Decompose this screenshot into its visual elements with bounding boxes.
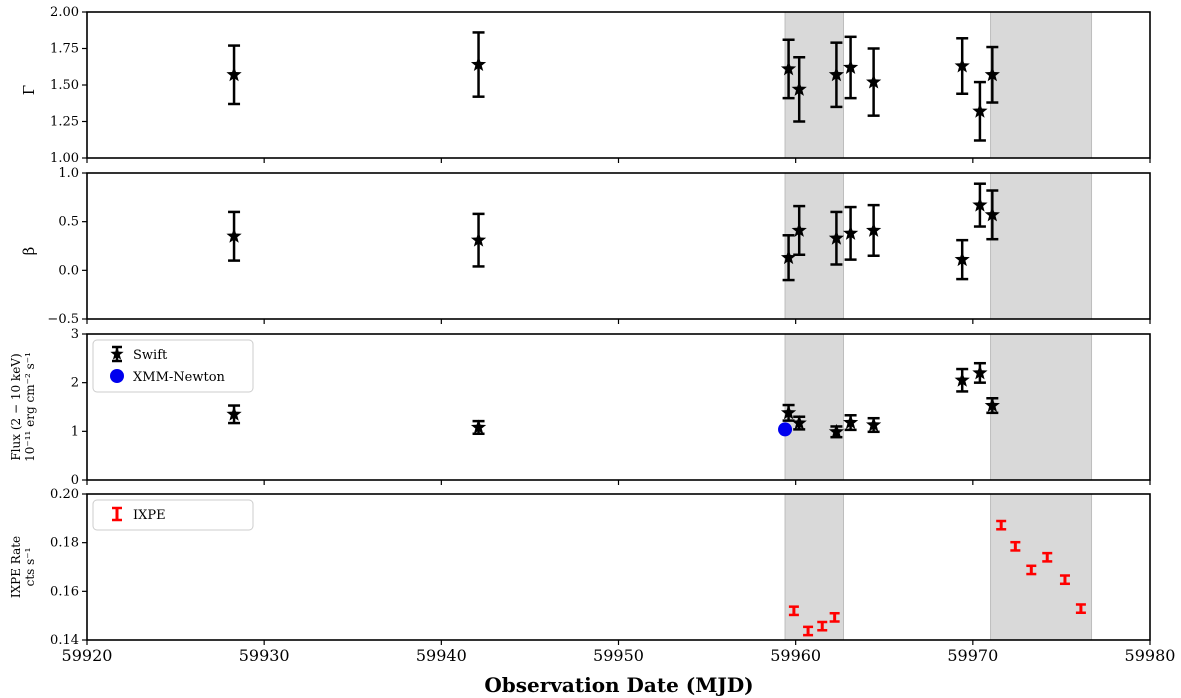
y-tick-label: 2 [71,376,79,391]
data-point-star [954,251,970,267]
data-point-star [226,228,242,243]
y-tick-label: 1.50 [50,78,79,93]
y-tick-label: 1.75 [50,42,79,57]
data-point-star [828,230,845,245]
data-point-star [791,222,807,237]
legend-box [92,339,254,393]
x-tick-label: 59930 [239,646,290,665]
y-axis-label: IXPE Ratects s⁻¹ [9,536,37,598]
data-point-star [842,225,859,240]
plot-frame [86,172,1151,320]
legend-swatch-circle [110,369,124,383]
panel-flux: 0 1 2 3 Flux (2 − 10 keV)10⁻¹¹ erg cm⁻² s⁻¹ S… [9,327,1151,488]
data-point-star [972,103,988,118]
plot-frame [86,11,1151,159]
shaded-region-1 [784,333,845,481]
data-point-star [828,423,845,439]
data-point-star [866,417,882,432]
y-axis-label-line-1: Flux (2 − 10 keV) [9,353,23,460]
x-axis: 59920 59930 59940 59950 59960 59970 59980 [62,646,1176,665]
data-point-star [470,232,487,247]
data-point-star [780,249,797,265]
data-point-star [866,74,882,89]
y-axis-label-line-1: IXPE Rate [9,536,23,598]
data-point-star [470,419,487,434]
shaded-region-2 [990,333,1093,481]
legend-box [92,499,254,531]
y-axis-label: β [20,247,38,256]
data-point-star [984,397,1000,413]
data-point-star [828,66,845,82]
shaded-region-2 [990,11,1093,159]
y-tick-label: 1.25 [50,115,79,130]
y-axis-label: Γ [20,85,38,95]
data-point-star [954,58,970,73]
y-tick-label: 0.16 [50,584,79,599]
y-tick-label: 2.00 [50,5,79,20]
data-point-star [972,364,988,380]
x-tick-label: 59920 [62,646,113,665]
data-point-star [780,404,797,420]
panel-gamma: 1.00 1.25 1.50 1.75 2.00 Γ [20,5,1151,166]
y-tick-label: 0.5 [58,215,79,230]
x-tick-label: 59960 [770,646,821,665]
legend-label: IXPE [133,508,166,523]
shaded-region-1 [784,172,845,320]
panel-ixpe: 0.14 0.16 0.18 0.20 IXPE Ratects s⁻¹ IXPE [9,487,1151,648]
data-point-star [791,81,807,96]
y-tick-label: 0 [71,473,79,488]
y-tick-label: 0.0 [58,263,79,278]
data-point-star [842,414,859,430]
data-point-star [780,60,797,76]
data-point-star [842,59,859,74]
y-tick-label: 1.00 [50,151,79,166]
data-point-star [954,372,970,387]
y-axis-label-line-2: cts s⁻¹ [23,548,37,587]
shaded-region-1 [784,11,845,159]
y-axis-label: Flux (2 − 10 keV)10⁻¹¹ erg cm⁻² s⁻¹ [9,352,37,462]
y-tick-label: −0.5 [47,312,79,327]
y-tick-label: 1 [71,424,79,439]
y-tick-label: 0.20 [50,487,79,502]
y-tick-label: 0.14 [50,633,79,648]
y-tick-label: 1.0 [58,166,79,181]
x-tick-label: 59970 [947,646,998,665]
data-point-circle [778,422,793,437]
data-point-star [470,56,487,72]
legend-swatch-star [110,347,124,360]
y-tick-label: 3 [71,327,79,342]
shaded-region-2 [990,493,1093,641]
x-tick-label: 59950 [593,646,644,665]
data-point-star [972,197,988,212]
data-point-star [984,66,1000,82]
data-point-star [226,66,242,82]
panel-beta: −0.5 0.0 0.5 1.0 β [20,166,1151,327]
legend-label: Swift [133,348,168,363]
y-tick-label: 0.18 [50,536,79,551]
x-tick-label: 59940 [416,646,467,665]
y-axis-label-line-2: 10⁻¹¹ erg cm⁻² s⁻¹ [23,352,37,462]
data-point-star [226,406,242,421]
data-point-star [984,206,1000,222]
data-point-star [866,222,882,237]
plot-frame [86,333,1151,481]
shaded-region-2 [990,172,1093,320]
x-axis-label: Observation Date (MJD) [484,673,753,697]
data-point-star [791,415,807,430]
legend-label: XMM-Newton [133,370,226,385]
x-tick-label: 59980 [1125,646,1176,665]
plot-frame [86,493,1151,641]
